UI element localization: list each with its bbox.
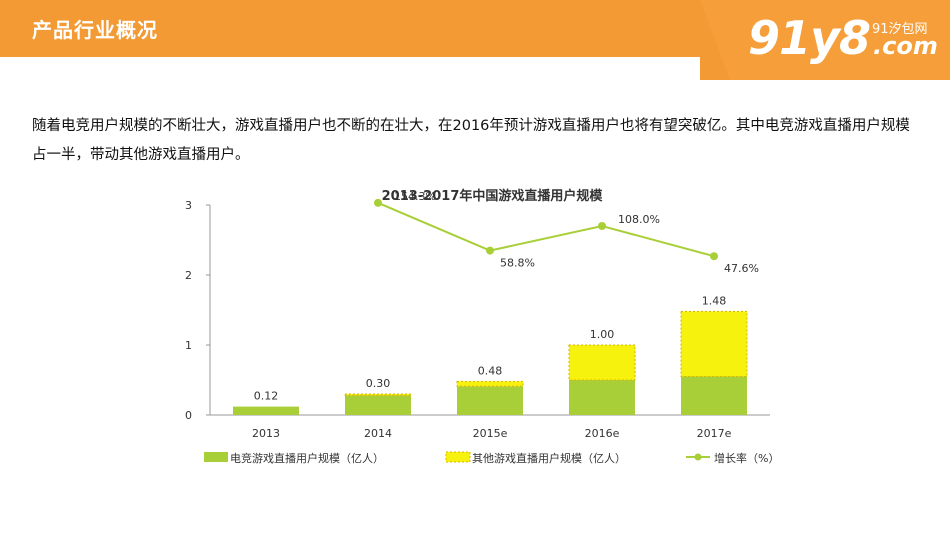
- intro-paragraph: 随着电竞用户规模的不断壮大，游戏直播用户也不断的在壮大，在2016年预计游戏直播…: [32, 118, 910, 163]
- bar-esports: [233, 406, 299, 415]
- bar-total-label: 1.00: [590, 328, 615, 341]
- y-tick-label: 3: [185, 199, 192, 212]
- legend-label-other: 其他游戏直播用户规模（亿人）: [472, 451, 626, 465]
- growth-label: 108.0%: [618, 213, 660, 226]
- y-tick-label: 2: [185, 269, 192, 282]
- x-tick-label: 2016e: [585, 427, 620, 440]
- x-tick-label: 2014: [364, 427, 392, 440]
- bar-total-label: 0.48: [478, 364, 503, 377]
- bar-esports: [681, 376, 747, 415]
- growth-label: 154.3%: [394, 190, 436, 203]
- bar-total-label: 0.30: [366, 377, 391, 390]
- growth-line-layer: 154.3% 58.8% 108.0% 47.6%: [374, 190, 759, 275]
- bar-esports: [457, 386, 523, 415]
- growth-point: [374, 198, 382, 207]
- growth-line: [377, 201, 715, 258]
- bar-total-label: 1.48: [702, 294, 727, 307]
- bar-esports: [345, 395, 411, 415]
- growth-point: [710, 252, 718, 261]
- header-logo-panel: [700, 0, 950, 80]
- bar-total-label: 0.12: [254, 390, 279, 403]
- legend: 电竞游戏直播用户规模（亿人） 其他游戏直播用户规模（亿人） 增长率（%）: [204, 451, 779, 465]
- brand-logo[interactable]: 91y8 91汐包网 .com: [748, 10, 948, 72]
- bar-layer: 0.12 0.30 0.48 1.00 1.48: [233, 294, 748, 415]
- growth-point: [598, 222, 606, 230]
- bar-other: [456, 380, 524, 387]
- y-tick-label: 0: [185, 409, 192, 422]
- y-tick-label: 1: [185, 339, 192, 352]
- page-title: 产品行业概况: [32, 18, 158, 42]
- chart-container: 2013-2017年中国游戏直播用户规模 0 1 2 3 2013 2014 2015e 20…: [170, 180, 790, 480]
- bar-other: [568, 344, 636, 381]
- x-tick-label: 2017e: [697, 427, 732, 440]
- bar-other: [680, 310, 748, 377]
- bar-other: [344, 393, 412, 396]
- growth-point: [486, 246, 494, 255]
- x-tick-label: 2015e: [473, 427, 508, 440]
- bar-esports: [569, 380, 635, 415]
- growth-label: 58.8%: [500, 257, 535, 270]
- legend-label-growth: 增长率（%）: [714, 451, 779, 465]
- logo-sub-text: 91汐包网: [872, 22, 928, 37]
- logo-dotcom-text: .com: [873, 32, 938, 60]
- axis-layer: 0 1 2 3 2013 2014 2015e 2016e 2017e: [185, 199, 770, 440]
- user-scale-chart: 2013-2017年中国游戏直播用户规模 0 1 2 3 2013 2014 2015e 20…: [185, 188, 779, 465]
- x-tick-label: 2013: [252, 427, 280, 440]
- growth-label: 47.6%: [724, 262, 759, 275]
- legend-swatch-other: [445, 451, 471, 463]
- header-bar: [0, 0, 950, 80]
- legend-swatch-esports: [204, 452, 228, 462]
- logo-main-text: 91y8: [748, 11, 871, 65]
- legend-label-esports: 电竞游戏直播用户规模（亿人）: [230, 451, 384, 465]
- chart-title: 2013-2017年中国游戏直播用户规模: [382, 188, 604, 204]
- legend-marker-growth: [694, 453, 702, 461]
